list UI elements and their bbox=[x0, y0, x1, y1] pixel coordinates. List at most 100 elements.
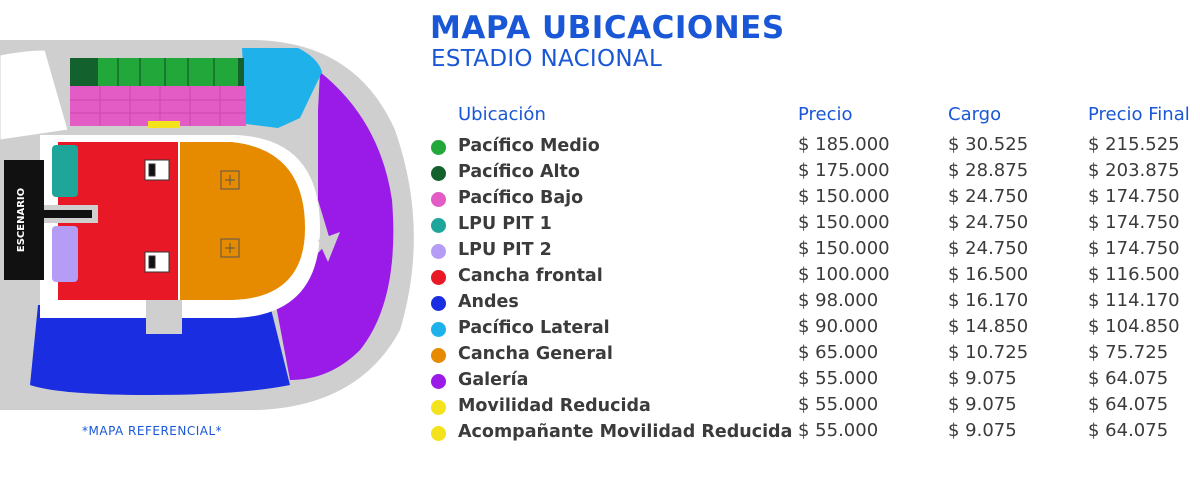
final-price-cell: $ 104.850 bbox=[1088, 316, 1180, 337]
charge-cell: $ 16.170 bbox=[948, 290, 1029, 311]
control-tower-bottom bbox=[144, 251, 170, 273]
final-price-cell: $ 75.725 bbox=[1088, 342, 1169, 363]
price-cell: $ 98.000 bbox=[798, 290, 879, 311]
stage-runway-inner bbox=[40, 210, 92, 218]
left-white-sector bbox=[0, 49, 69, 141]
table-row: Movilidad Reducida $ 55.000 $ 9.075 $ 64.07… bbox=[0, 394, 1200, 420]
stage-label: ESCENARIO bbox=[16, 188, 27, 252]
location-name: Pacífico Medio bbox=[458, 136, 600, 156]
charge-cell: $ 24.750 bbox=[948, 186, 1029, 207]
price-cell: $ 65.000 bbox=[798, 342, 879, 363]
final-price-cell: $ 215.525 bbox=[1088, 134, 1180, 155]
charge-cell: $ 28.875 bbox=[948, 160, 1029, 181]
charge-cell: $ 9.075 bbox=[948, 394, 1017, 415]
price-cell: $ 175.000 bbox=[798, 160, 890, 181]
location-name: Movilidad Reducida bbox=[458, 396, 651, 416]
stage bbox=[4, 160, 44, 280]
color-dot-icon bbox=[431, 270, 446, 285]
location-name: Cancha General bbox=[458, 344, 613, 364]
final-price-cell: $ 174.750 bbox=[1088, 238, 1180, 259]
section-pacifico-bajo bbox=[70, 86, 246, 126]
table-row: Pacífico Bajo $ 150.000 $ 24.750 $ 174.750 bbox=[0, 186, 1200, 212]
color-dot-icon bbox=[431, 348, 446, 363]
table-row: Pacífico Alto $ 175.000 $ 28.875 $ 203.875 bbox=[0, 160, 1200, 186]
table-row: LPU PIT 2 $ 150.000 $ 24.750 $ 174.750 bbox=[0, 238, 1200, 264]
charge-cell: $ 16.500 bbox=[948, 264, 1029, 285]
price-cell: $ 90.000 bbox=[798, 316, 879, 337]
table-row: Pacífico Medio $ 185.000 $ 30.525 $ 215.525 bbox=[0, 134, 1200, 160]
color-dot-icon bbox=[431, 218, 446, 233]
header-precio: Precio bbox=[798, 104, 853, 125]
price-cell: $ 150.000 bbox=[798, 186, 890, 207]
location-name: Cancha frontal bbox=[458, 266, 603, 286]
table-row: Cancha General $ 65.000 $ 10.725 $ 75.725 bbox=[0, 342, 1200, 368]
final-price-cell: $ 116.500 bbox=[1088, 264, 1180, 285]
tunnel bbox=[146, 300, 182, 334]
charge-cell: $ 9.075 bbox=[948, 368, 1017, 389]
location-name: LPU PIT 1 bbox=[458, 214, 552, 234]
section-pacifico-lateral bbox=[242, 48, 322, 128]
color-dot-icon bbox=[431, 296, 446, 311]
price-cell: $ 185.000 bbox=[798, 134, 890, 155]
color-dot-icon bbox=[431, 244, 446, 259]
charge-cell: $ 10.725 bbox=[948, 342, 1029, 363]
final-price-cell: $ 114.170 bbox=[1088, 290, 1180, 311]
map-note: *MAPA REFERENCIAL* bbox=[82, 424, 223, 438]
control-tower-top bbox=[144, 159, 170, 181]
section-lpu-pit-2 bbox=[52, 226, 78, 282]
final-price-cell: $ 64.075 bbox=[1088, 394, 1169, 415]
final-price-cell: $ 64.075 bbox=[1088, 420, 1169, 441]
page-title: MAPA UBICACIONES bbox=[430, 10, 785, 46]
final-price-cell: $ 174.750 bbox=[1088, 186, 1180, 207]
section-andes bbox=[30, 305, 290, 395]
charge-cell: $ 24.750 bbox=[948, 238, 1029, 259]
color-dot-icon bbox=[431, 374, 446, 389]
price-cell: $ 55.000 bbox=[798, 394, 879, 415]
charge-cell: $ 9.075 bbox=[948, 420, 1017, 441]
section-lpu-pit-1 bbox=[52, 145, 78, 197]
final-price-cell: $ 203.875 bbox=[1088, 160, 1180, 181]
header-cargo: Cargo bbox=[948, 104, 1002, 125]
final-price-cell: $ 174.750 bbox=[1088, 212, 1180, 233]
table-row: Andes $ 98.000 $ 16.170 $ 114.170 bbox=[0, 290, 1200, 316]
right-notch bbox=[318, 232, 340, 262]
location-name: Pacífico Lateral bbox=[458, 318, 610, 338]
color-dot-icon bbox=[431, 400, 446, 415]
color-dot-icon bbox=[431, 322, 446, 337]
stadium-map: ESCENARIO bbox=[0, 40, 414, 410]
location-name: Pacífico Bajo bbox=[458, 188, 584, 208]
header-ubicacion: Ubicación bbox=[458, 104, 546, 125]
final-price-cell: $ 64.075 bbox=[1088, 368, 1169, 389]
price-cell: $ 150.000 bbox=[798, 212, 890, 233]
charge-cell: $ 30.525 bbox=[948, 134, 1029, 155]
price-cell: $ 55.000 bbox=[798, 368, 879, 389]
color-dot-icon bbox=[431, 426, 446, 441]
location-name: Acompañante Movilidad Reducida bbox=[458, 422, 793, 442]
table-row: LPU PIT 1 $ 150.000 $ 24.750 $ 174.750 bbox=[0, 212, 1200, 238]
location-name: Andes bbox=[458, 292, 519, 312]
table-row: Pacífico Lateral $ 90.000 $ 14.850 $ 104.85… bbox=[0, 316, 1200, 342]
section-cancha-general bbox=[180, 142, 305, 300]
color-dot-icon bbox=[431, 140, 446, 155]
table-row: Acompañante Movilidad Reducida $ 55.000 $ … bbox=[0, 420, 1200, 446]
section-galeria bbox=[275, 72, 394, 380]
charge-cell: $ 24.750 bbox=[948, 212, 1029, 233]
header-precio-final: Precio Final bbox=[1088, 104, 1190, 125]
table-row: Galería $ 55.000 $ 9.075 $ 64.075 bbox=[0, 368, 1200, 394]
price-cell: $ 55.000 bbox=[798, 420, 879, 441]
charge-cell: $ 14.850 bbox=[948, 316, 1029, 337]
section-movilidad-reducida bbox=[148, 121, 180, 128]
screen-marker-bottom bbox=[220, 238, 240, 258]
screen-marker-top bbox=[220, 170, 240, 190]
page-subtitle: ESTADIO NACIONAL bbox=[431, 46, 663, 72]
color-dot-icon bbox=[431, 192, 446, 207]
location-name: LPU PIT 2 bbox=[458, 240, 552, 260]
price-cell: $ 150.000 bbox=[798, 238, 890, 259]
color-dot-icon bbox=[431, 166, 446, 181]
price-cell: $ 100.000 bbox=[798, 264, 890, 285]
table-row: Cancha frontal $ 100.000 $ 16.500 $ 116.500 bbox=[0, 264, 1200, 290]
section-pacifico-medio bbox=[98, 58, 238, 86]
location-name: Galería bbox=[458, 370, 529, 390]
location-name: Pacífico Alto bbox=[458, 162, 580, 182]
